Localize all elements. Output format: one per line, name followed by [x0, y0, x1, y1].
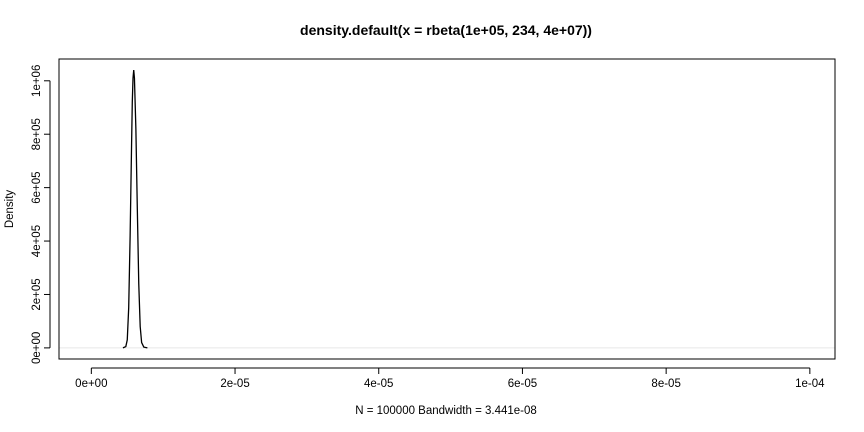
x-axis: 0e+00 2e-05 4e-05 6e-05 8e-05 1e-04 [75, 367, 825, 390]
y-tick-label: 0e+00 [31, 332, 43, 364]
plot-box [58, 58, 836, 360]
y-tick-label: 4e+05 [31, 225, 43, 257]
y-tick-label: 6e+05 [31, 171, 43, 203]
y-tick-label: 1e+06 [31, 65, 43, 97]
density-curve [122, 70, 148, 349]
x-tick-label: 8e-05 [651, 378, 680, 390]
y-tick-label: 8e+05 [31, 118, 43, 150]
chart-title: density.default(x = rbeta(1e+05, 234, 4e… [300, 22, 592, 38]
x-axis-label: N = 100000 Bandwidth = 3.441e-08 [355, 405, 537, 417]
y-axis-label: Density [4, 190, 16, 229]
y-axis: 0e+00 2e+05 4e+05 6e+05 8e+05 1e+06 [31, 65, 51, 364]
y-tick-label: 2e+05 [31, 278, 43, 310]
x-tick-label: 0e+00 [75, 378, 107, 390]
x-tick-label: 6e-05 [508, 378, 537, 390]
x-tick-label: 1e-04 [795, 378, 825, 390]
x-tick-label: 2e-05 [220, 378, 249, 390]
x-tick-label: 4e-05 [364, 378, 393, 390]
